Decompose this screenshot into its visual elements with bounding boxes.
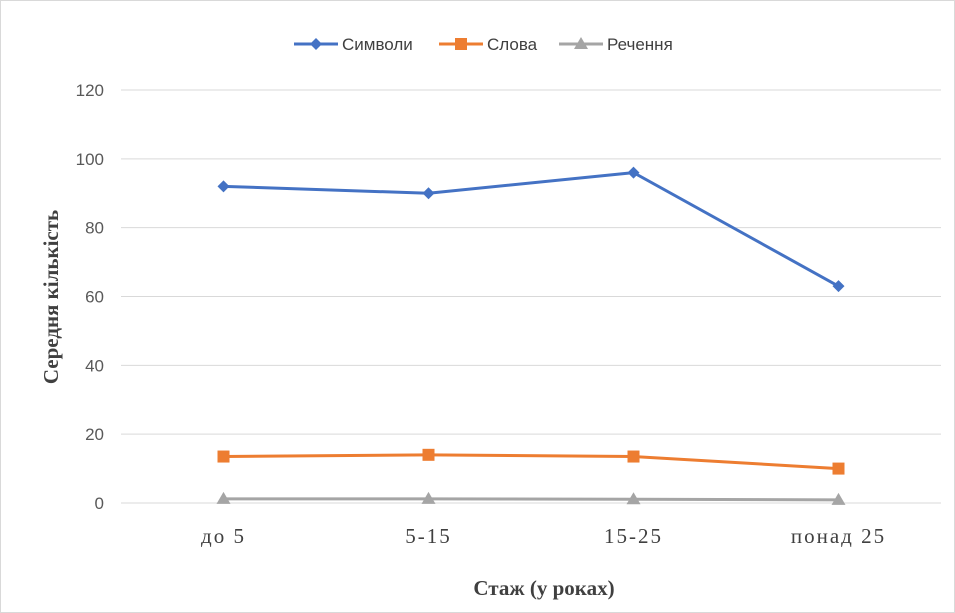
legend-label: Речення: [607, 35, 673, 54]
x-tick-label: 5-15: [405, 524, 452, 548]
series-line: [223, 497, 839, 502]
data-point: [421, 491, 436, 504]
x-tick-label: понад 25: [791, 524, 886, 548]
x-tick-label: до 5: [201, 524, 246, 548]
legend-label: Слова: [487, 35, 538, 54]
x-tick-label: 15-25: [604, 524, 663, 548]
legend-marker: [455, 38, 467, 50]
data-point: [626, 492, 641, 505]
y-axis-title: Середня кількість: [39, 210, 63, 384]
data-point: [832, 462, 845, 475]
legend-item: Слова: [439, 35, 538, 54]
legend-marker: [310, 38, 322, 50]
legend-item: Речення: [559, 35, 673, 54]
data-point: [422, 448, 435, 461]
x-axis-title: Стаж (у роках): [473, 576, 614, 600]
data-point: [216, 491, 231, 504]
data-point: [832, 280, 845, 293]
series-diamond: [217, 166, 845, 293]
x-axis-ticks: до 5 5-15 15-25 понад 25: [201, 524, 886, 548]
series-triangle: [216, 491, 846, 505]
legend-marker: [574, 37, 588, 49]
series-line: [223, 453, 839, 471]
y-tick-label: 80: [85, 219, 104, 238]
series-group: [216, 166, 846, 505]
y-tick-label: 120: [76, 81, 104, 100]
legend-label: Символи: [342, 35, 413, 54]
data-point: [627, 166, 640, 179]
y-tick-label: 0: [95, 494, 104, 513]
y-tick-label: 40: [85, 356, 104, 375]
y-tick-label: 100: [76, 150, 104, 169]
y-tick-label: 20: [85, 425, 104, 444]
y-tick-label: 60: [85, 288, 104, 307]
legend: Символи Слова Речення: [294, 35, 673, 54]
y-axis-ticks: 0 20 40 60 80 100 120: [76, 81, 104, 513]
data-point: [627, 450, 640, 463]
data-point: [217, 180, 230, 193]
series-square: [217, 448, 845, 475]
data-point: [831, 492, 846, 505]
data-point: [422, 187, 435, 200]
legend-item: Символи: [294, 35, 413, 54]
gridlines: [121, 89, 941, 504]
data-point: [217, 450, 230, 463]
series-line: [223, 171, 840, 288]
